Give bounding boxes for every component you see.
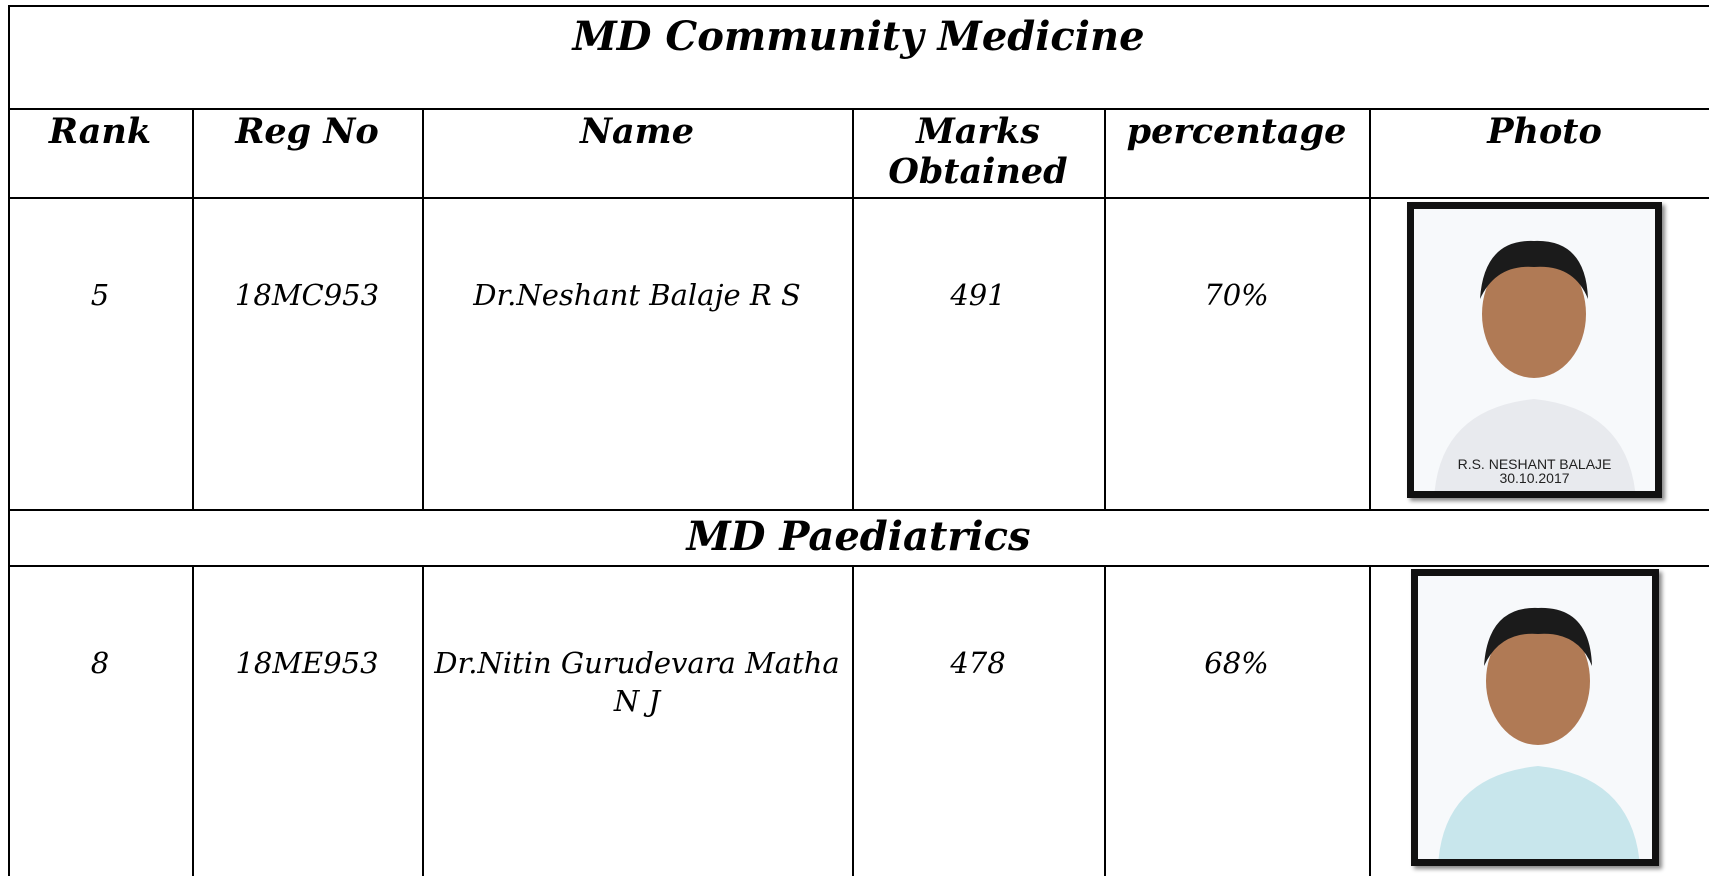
column-header: Marks Obtained	[852, 112, 1104, 192]
cell-marks: 491	[852, 276, 1104, 314]
border-line	[1104, 565, 1106, 876]
photo-caption: R.S. NESHANT BALAJE	[1414, 457, 1655, 471]
cell-percentage: 70%	[1104, 276, 1369, 314]
border-line	[1369, 108, 1371, 197]
border-line	[422, 565, 424, 876]
cell-name: Dr.Nitin Gurudevara Matha N J	[422, 644, 852, 720]
border-line	[422, 197, 424, 509]
border-line	[1369, 197, 1371, 509]
cell-rank: 5	[8, 276, 192, 314]
column-header: percentage	[1104, 112, 1369, 152]
border-line	[852, 197, 854, 509]
border-line	[1104, 197, 1106, 509]
border-line	[422, 108, 424, 197]
border-line	[8, 5, 1709, 7]
cell-reg-no: 18MC953	[192, 276, 422, 314]
column-header: Photo	[1369, 112, 1709, 152]
column-header: Reg No	[192, 112, 422, 152]
column-header: Rank	[8, 112, 192, 152]
cell-reg-no: 18ME953	[192, 644, 422, 682]
border-line	[192, 108, 194, 197]
border-line	[852, 108, 854, 197]
cell-marks: 478	[852, 644, 1104, 682]
portrait	[1418, 576, 1658, 866]
border-line	[8, 565, 1709, 567]
border-line	[1369, 565, 1371, 876]
results-page: MD Community Medicine RankReg NoNameMarks…	[0, 0, 1709, 876]
border-line	[192, 565, 194, 876]
border-line	[192, 197, 194, 509]
cell-percentage: 68%	[1104, 644, 1369, 682]
border-line	[8, 197, 1709, 199]
cell-name: Dr.Neshant Balaje R S	[422, 276, 852, 314]
border-line	[8, 509, 1709, 511]
column-header: Name	[422, 112, 852, 152]
cell-rank: 8	[8, 644, 192, 682]
border-line	[852, 565, 854, 876]
photo-date: 30.10.2017	[1414, 471, 1655, 485]
portrait	[1414, 209, 1654, 498]
border-line	[8, 108, 1709, 110]
section-title: MD Community Medicine	[8, 15, 1709, 59]
photo	[1411, 569, 1659, 866]
border-line	[1104, 108, 1106, 197]
section-title: MD Paediatrics	[8, 515, 1709, 559]
